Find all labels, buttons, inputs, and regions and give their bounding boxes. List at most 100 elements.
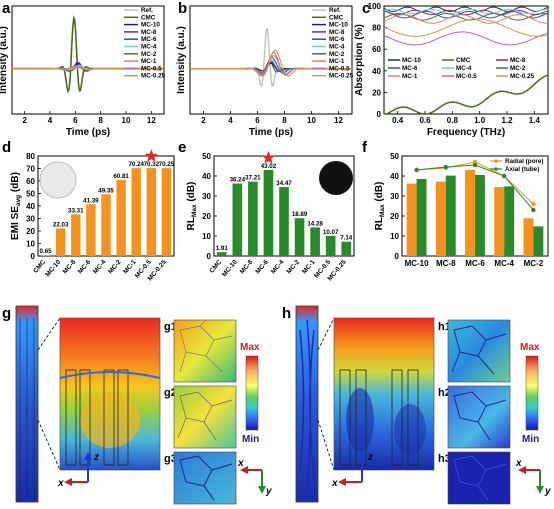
bar-Radial (pore) [435,181,446,256]
legend-entry: MC-0.25 [141,73,166,80]
bar [40,255,51,256]
x-tick-label: 0.8 [447,116,459,125]
g-tube-outline [79,369,91,466]
g3-field [173,451,237,505]
bar-Axial (tube) [533,226,544,256]
panel-label-g2: g2 [164,387,177,399]
legend-entry: Radial (pore) [505,158,544,165]
star-marker [261,151,276,164]
y-axis-title: Intensity (a.u.) [176,26,187,94]
series-line-CMC [384,74,549,115]
y-axis-title: RLMax (dB) [186,182,198,231]
g1-cells [179,319,233,373]
h-zoom-line [317,419,335,471]
legend-entry: MC-10 [141,22,160,29]
x-tick-label: MC-4 [92,258,108,275]
y-axis-label: y [544,486,551,497]
x-tick-label: MC-6 [465,259,485,268]
legend-entry: MC-1 [141,58,157,65]
panel-label-b: b [178,0,187,17]
bar [263,169,274,256]
bar [279,187,289,256]
legend-entry: MC-0.5 [456,73,477,80]
panel-label-g: g [2,305,11,322]
chart-f: 0 10 20 30 40 50 MC-10 MC-8 MC-6 MC-4 MC-2 Radial (… [374,152,549,268]
bar-value-label: 70.25 [159,161,175,168]
x-axis-arrowhead [240,466,248,474]
g-field-blob [80,392,140,448]
y-tick-label: 70 [26,165,35,174]
series-line-MC-8 [383,9,549,16]
panel-label-e: e [178,139,186,156]
bar-Radial (pore) [465,169,475,256]
panel-label-d: d [2,139,11,156]
panel-label-a: a [2,0,11,17]
legend-entry: MC-4 [456,65,472,72]
h-xy-indicator: x y [515,458,551,497]
trend-point [531,201,536,207]
x-tick-label: MC-10 [44,259,62,279]
x-tick-label: MC-8 [239,258,255,275]
legend-entry: MC-0.5 [329,65,350,72]
x-axis-title: Time (ps) [66,127,110,138]
legend-entry: MC-2 [141,51,157,58]
g-colorbar-max: Max [240,342,260,353]
g-axes-indicator: z x [57,452,99,489]
bar-value-label: 36.24 [230,177,246,184]
x-tick-label: MC-6 [254,258,270,275]
h-colorbar [525,355,539,431]
h3-field [447,451,511,505]
g-xy-indicator: x y [237,458,272,497]
chart-b: 2 4 6 8 10 12 Time (ps) Intensity (a.u.) Ref.CMC… [176,5,354,138]
bar [55,228,66,256]
legend-entry: CMC [456,57,471,64]
g-tube-outline [65,369,77,466]
x-axis-arrowhead [518,466,526,474]
bar [86,204,96,256]
x-tick-label: 10 [307,116,316,125]
y-tick-label: 40 [372,67,381,76]
y-tick-label: 0 [395,252,400,261]
legend-marker [494,159,498,163]
legend-entry: MC-1 [402,73,418,80]
z-axis-label: z [367,452,373,463]
y-axis-arrowhead [258,486,266,494]
legend-entry: MC-6 [402,65,418,72]
y-tick-label: 50 [202,152,211,161]
h2-field [447,385,511,449]
legend-entry: Ref. [329,7,341,14]
y-tick-label: 0 [377,110,382,119]
x-tick-label: MC-8 [436,259,456,268]
h-field-blob [346,388,374,452]
bar-value-label: 18.89 [292,211,308,218]
g-colorbar-min: Min [242,434,259,445]
bar [216,252,227,256]
h-tube-outline [407,369,419,466]
y-tick-label: 10 [202,232,211,241]
y-axis-title: Intensity (a.u.) [0,26,9,94]
x-tick-label: 6 [73,116,78,125]
y-tick-label: 40 [202,172,211,181]
g2-field [173,385,237,449]
g-zoom-line [37,419,61,471]
sample-photo-black [319,161,353,195]
legend-entry: MC-6 [141,36,157,43]
x-axis-arrowhead [64,478,72,486]
x-tick-label: 8 [98,116,103,125]
x-axis-arrowhead [338,478,346,486]
panel-label-f: f [362,139,368,156]
bar-value-label: 70.24 [128,161,144,168]
y-tick-label: 20 [202,212,211,221]
x-tick-label: 8 [282,116,287,125]
y-tick-label: 40 [390,172,399,181]
x-tick-label: 10 [122,116,131,125]
x-axis-title: Time (ps) [249,127,293,138]
bar-value-label: 10.07 [323,229,339,236]
x-tick-label: 0.6 [419,116,431,125]
legend-entry: MC-0.25 [510,73,535,80]
y-tick-label: 20 [390,212,399,221]
legend-entry: MC-0.25 [329,73,354,80]
bar [310,227,320,256]
x-tick-label: 0.4 [392,116,404,125]
